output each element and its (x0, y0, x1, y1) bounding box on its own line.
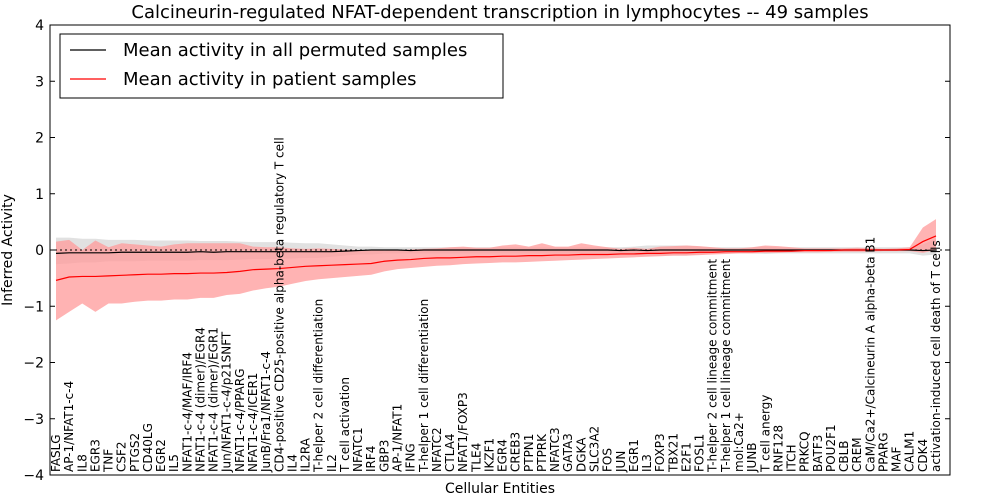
y-tick-label: 3 (35, 74, 44, 90)
category-label: CDK4 (916, 439, 930, 472)
category-label: ITCH (785, 444, 799, 472)
category-label: IRF4 (364, 446, 378, 472)
category-label: EGR3 (88, 439, 102, 472)
y-tick-label: −1 (23, 299, 44, 315)
category-label: TBX21 (666, 433, 680, 473)
y-axis-label: Inferred Activity (0, 194, 16, 306)
category-label: CREM (850, 437, 864, 472)
category-label: T-helper 2 cell lineage commitment (706, 259, 720, 473)
category-label: RNF128 (771, 425, 785, 472)
category-label: NFATC1 (351, 427, 365, 472)
category-label: NFAT1-c-4 (dimer)/EGR1 (207, 327, 221, 472)
y-tick-label: −4 (23, 468, 44, 484)
category-label: NFAT1/FOXP3 (456, 392, 470, 472)
category-label: activation-induced cell death of T cells (929, 240, 943, 472)
plot-frame (49, 24, 951, 476)
category-label: DGKA (574, 437, 588, 472)
category-label: IL3 (640, 454, 654, 472)
category-labels: FASLG AP-1/NFAT1-c-4 IL8 EGR3 TNF CSF2 PTGS2 CD… (49, 137, 943, 473)
category-label: NFAT1-c-4/PPARG (233, 368, 247, 472)
y-tick-label: −3 (23, 412, 44, 428)
y-tick-label: −2 (23, 356, 44, 372)
category-label: NFATC3 (548, 427, 562, 472)
category-label: CD4-positive CD25-positive alpha-beta re… (272, 137, 286, 472)
category-label: CREB3 (509, 432, 523, 472)
category-label: IL8 (75, 454, 89, 472)
category-label: Jun/NFAT1-c-4/p21SNFT (220, 331, 234, 473)
chart-title: Calcineurin-regulated NFAT-dependent tra… (131, 2, 868, 23)
category-label: IL5 (167, 454, 181, 472)
category-label: CSF2 (115, 441, 129, 472)
category-label: IFNG (404, 443, 418, 472)
category-label: CTLA4 (443, 433, 457, 472)
category-label: IL2 (325, 454, 339, 472)
category-label: EGR2 (154, 439, 168, 472)
category-label: T cell activation (338, 377, 352, 473)
category-label: EGR4 (496, 439, 510, 472)
legend-box (59, 33, 504, 99)
category-label: MAF (890, 446, 904, 472)
y-tick-label: 1 (35, 187, 44, 203)
category-label: POU2F1 (824, 424, 838, 472)
category-label: E2F1 (679, 442, 693, 472)
category-label: PTPN1 (522, 434, 536, 472)
legend: Mean activity in all permuted samples Me… (59, 33, 504, 99)
category-label: JUN (614, 451, 628, 473)
category-label: JunB/Fra1/NFAT1-c-4 (259, 351, 273, 473)
y-tick-label: 2 (35, 131, 44, 147)
category-label: T cell anergy (758, 395, 772, 473)
category-label: NFAT1-c-4/ICER1 (246, 373, 260, 472)
category-label: IL2RA (299, 437, 313, 472)
x-axis-label: Cellular Entities (445, 481, 555, 497)
category-label: CBLB (837, 440, 851, 472)
category-label: AP-1/NFAT1-c-4 (62, 381, 76, 472)
band-series-1 (56, 219, 936, 321)
category-label: NFAT1-c-4 (dimer)/EGR4 (193, 327, 207, 472)
category-label: FASLG (49, 434, 63, 472)
category-label: AP-1/NFAT1 (390, 404, 404, 472)
category-label: CD40LG (141, 423, 155, 472)
line-series-1 (55, 235, 937, 281)
category-label: PRKCQ (798, 431, 812, 472)
y-tick-label: 4 (35, 18, 44, 34)
legend-label-patient: Mean activity in patient samples (123, 69, 417, 90)
category-label: FOSL1 (693, 434, 707, 472)
category-label: SLC3A2 (588, 426, 602, 472)
line-series-0 (55, 249, 937, 254)
category-label: FOS (601, 448, 615, 472)
category-label: T-helper 1 cell lineage commitment (719, 259, 733, 473)
y-tick-label: 0 (35, 243, 44, 259)
category-label: PTPRK (535, 433, 549, 472)
legend-label-permuted: Mean activity in all permuted samples (123, 40, 467, 61)
category-label: JUNB (745, 442, 759, 473)
category-label: T-helper 2 cell differentiation (312, 299, 326, 473)
category-label: IL4 (285, 454, 299, 472)
category-label: PTGS2 (128, 433, 142, 472)
category-label: GATA3 (561, 433, 575, 472)
category-label: FOXP3 (653, 433, 667, 472)
category-label: mol:Ca2+ (732, 412, 746, 472)
category-label: IKZF1 (482, 438, 496, 472)
category-label: PPARG (876, 432, 890, 472)
category-label: T-helper 1 cell differentiation (417, 299, 431, 473)
category-label: CaM/Ca2+/Calcineurin A alpha-beta B1 (863, 237, 877, 472)
category-label: CALM1 (903, 431, 917, 472)
confidence-bands (56, 219, 936, 321)
category-label: EGR1 (627, 439, 641, 472)
category-label: TNF (102, 449, 116, 473)
series-lines (55, 235, 937, 281)
category-label: NFATC2 (430, 427, 444, 472)
category-label: GBP3 (377, 440, 391, 472)
y-axis-ticks: −4 −3 −2 −1 0 1 2 3 4 (23, 18, 950, 484)
category-label: TLE4 (469, 443, 483, 473)
category-label: NFAT1-c-4/MAF/IRF4 (180, 352, 194, 472)
category-label: BATF3 (811, 435, 825, 472)
